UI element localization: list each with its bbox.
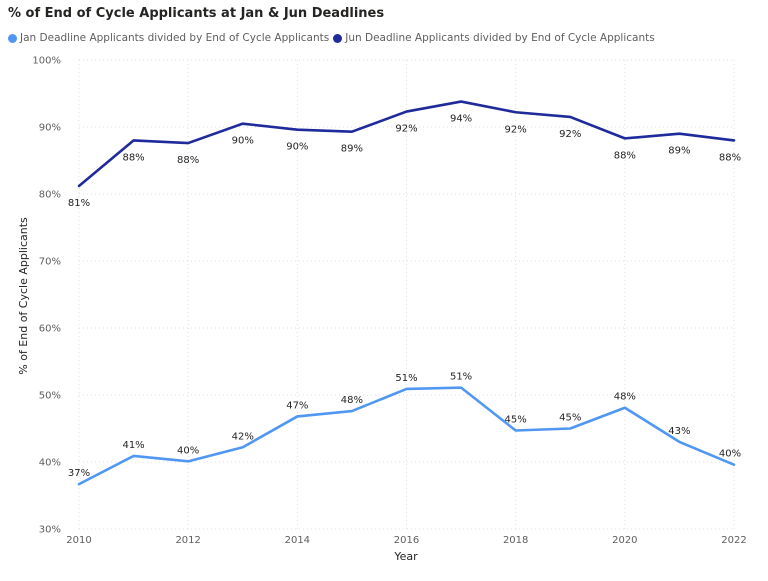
data-label: 47%: [286, 400, 308, 411]
data-label: 45%: [505, 415, 527, 426]
y-tick-label: 40%: [39, 458, 61, 469]
x-tick-label: 2010: [66, 535, 91, 546]
legend-item-jun[interactable]: Jun Deadline Applicants divided by End o…: [333, 32, 655, 44]
x-tick-label: 2014: [285, 535, 310, 546]
data-label: 40%: [177, 445, 199, 456]
data-label: 88%: [719, 152, 741, 163]
data-label: 90%: [286, 142, 308, 153]
x-tick-label: 2016: [394, 535, 419, 546]
data-label: 92%: [559, 129, 581, 140]
data-label: 92%: [395, 124, 417, 135]
x-tick-label: 2018: [503, 535, 528, 546]
y-tick-label: 60%: [39, 324, 61, 335]
legend: Jan Deadline Applicants divided by End o…: [8, 32, 659, 44]
x-axis-title: Year: [393, 550, 418, 563]
y-tick-label: 100%: [32, 56, 61, 67]
series-lines: [77, 100, 736, 486]
y-tick-label: 80%: [39, 190, 61, 201]
data-label: 51%: [450, 372, 472, 383]
y-axis-ticks: 30% 40% 50% 60% 70% 80% 90% 100%: [32, 56, 61, 536]
legend-marker-jun: [333, 33, 343, 43]
data-label: 43%: [668, 426, 690, 437]
y-tick-label: 50%: [39, 391, 61, 402]
chart-title: % of End of Cycle Applicants at Jan & Ju…: [8, 6, 385, 21]
y-axis-title: % of End of Cycle Applicants: [17, 217, 30, 375]
data-label: 89%: [341, 144, 363, 155]
data-label: 48%: [614, 392, 636, 403]
legend-label-jun: Jun Deadline Applicants divided by End o…: [345, 32, 655, 44]
y-tick-label: 70%: [39, 257, 61, 268]
data-label: 51%: [395, 373, 417, 384]
data-label: 81%: [68, 198, 90, 209]
legend-label-jan: Jan Deadline Applicants divided by End o…: [20, 32, 330, 44]
x-axis-ticks: 2010 2012 2014 2016 2018 2020 2022: [66, 535, 746, 546]
data-label: 88%: [122, 152, 144, 163]
legend-marker-jan: [8, 33, 17, 43]
data-label: 48%: [341, 395, 363, 406]
y-tick-label: 90%: [39, 123, 61, 134]
x-tick-label: 2022: [721, 535, 746, 546]
data-labels: 37% 41% 40% 42% 47% 48% 51% 51% 45% 45% 48% 43% 40% 8…: [68, 114, 741, 480]
data-label: 42%: [232, 431, 254, 442]
data-label: 90%: [232, 136, 254, 147]
data-label: 89%: [668, 146, 690, 157]
x-tick-label: 2020: [612, 535, 637, 546]
data-label: 88%: [614, 150, 636, 161]
data-label: 45%: [559, 413, 581, 424]
legend-item-jan[interactable]: Jan Deadline Applicants divided by End o…: [8, 32, 329, 44]
data-label: 94%: [450, 114, 472, 125]
x-tick-label: 2012: [175, 535, 200, 546]
data-label: 88%: [177, 155, 199, 166]
data-label: 41%: [122, 440, 144, 451]
data-label: 37%: [68, 468, 90, 479]
data-label: 40%: [719, 449, 741, 460]
y-tick-label: 30%: [39, 525, 61, 536]
data-label: 92%: [505, 124, 527, 135]
series-line-jun[interactable]: [77, 100, 736, 188]
series-line-jan[interactable]: [77, 386, 736, 486]
